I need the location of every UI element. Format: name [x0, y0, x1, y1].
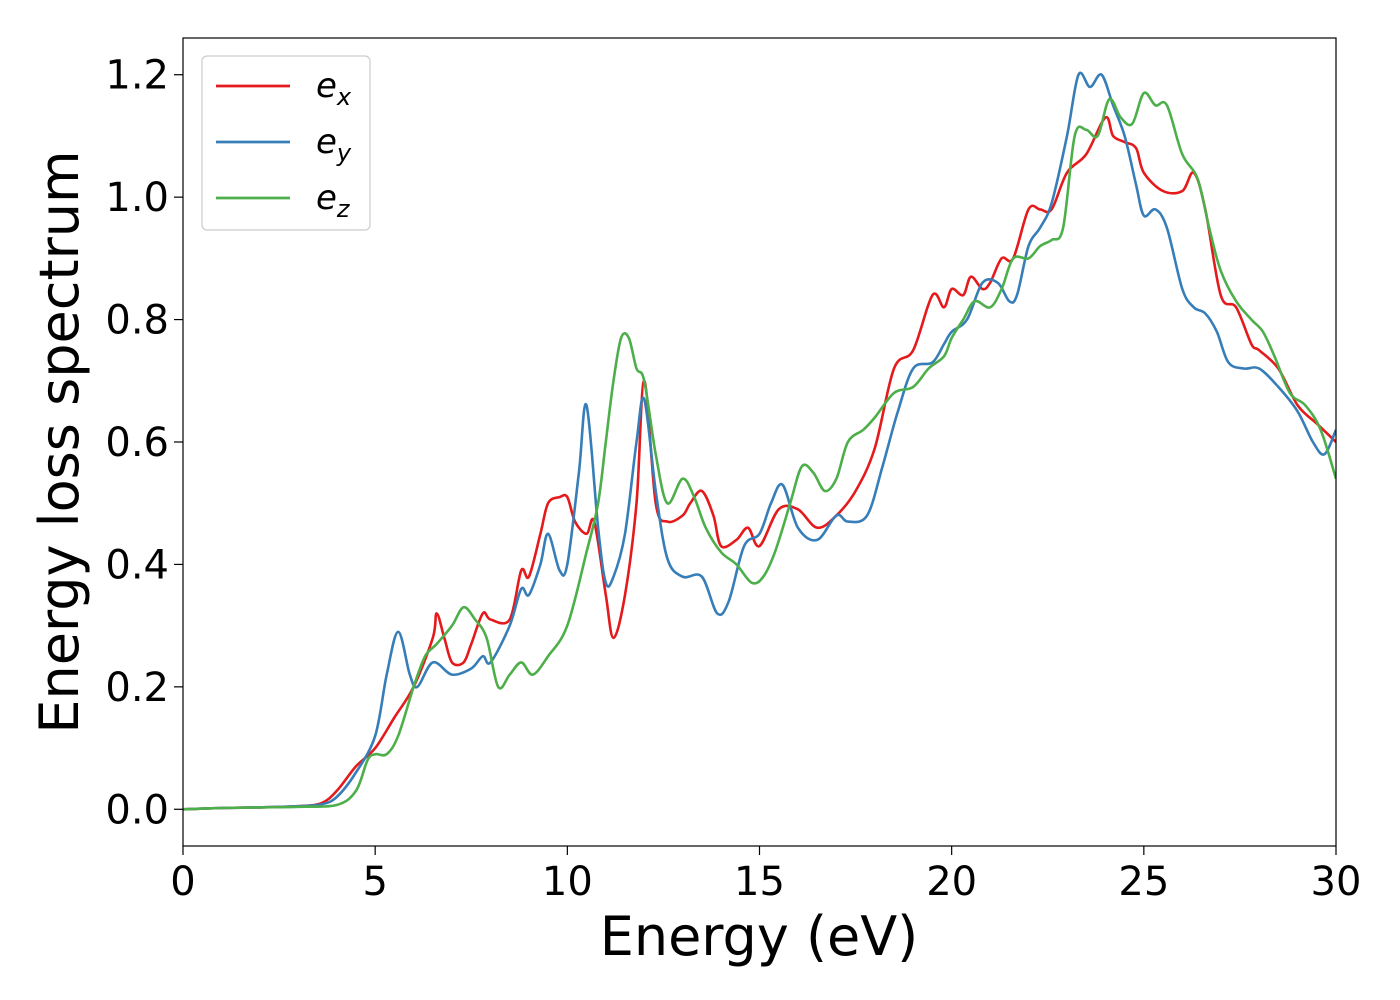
x-tick-label: 5 — [362, 859, 387, 905]
y-tick-label: 1.0 — [105, 175, 169, 221]
legend-label-ez: ez — [316, 178, 351, 223]
y-tick-label: 0.6 — [105, 420, 169, 466]
legend-label-ey: ey — [316, 122, 352, 167]
x-axis-ticks: 0 5 10 15 20 25 30 — [170, 846, 1361, 905]
x-tick-label: 20 — [926, 859, 977, 905]
y-tick-label: 0.0 — [105, 787, 169, 833]
x-tick-label: 10 — [542, 859, 593, 905]
y-tick-label: 1.2 — [105, 53, 169, 99]
series-line-ex — [183, 116, 1336, 811]
series-line-ey — [183, 71, 1336, 811]
y-tick-label: 0.8 — [105, 298, 169, 344]
y-tick-label: 0.2 — [105, 665, 169, 711]
series-line-ez — [183, 91, 1336, 811]
y-tick-label: 0.4 — [105, 542, 169, 588]
x-tick-label: 30 — [1311, 859, 1362, 905]
y-axis-ticks: 0.0 0.2 0.4 0.6 0.8 1.0 1.2 — [105, 53, 183, 833]
x-tick-label: 0 — [170, 859, 195, 905]
x-axis-label: Energy (eV) — [600, 905, 919, 968]
series-lines — [183, 71, 1336, 811]
legend: ex ey ez — [201, 55, 371, 231]
x-tick-label: 15 — [734, 859, 785, 905]
x-tick-label: 25 — [1118, 859, 1169, 905]
legend-label-ex: ex — [316, 66, 352, 111]
y-axis-label: Energy loss spectrum — [28, 150, 91, 733]
